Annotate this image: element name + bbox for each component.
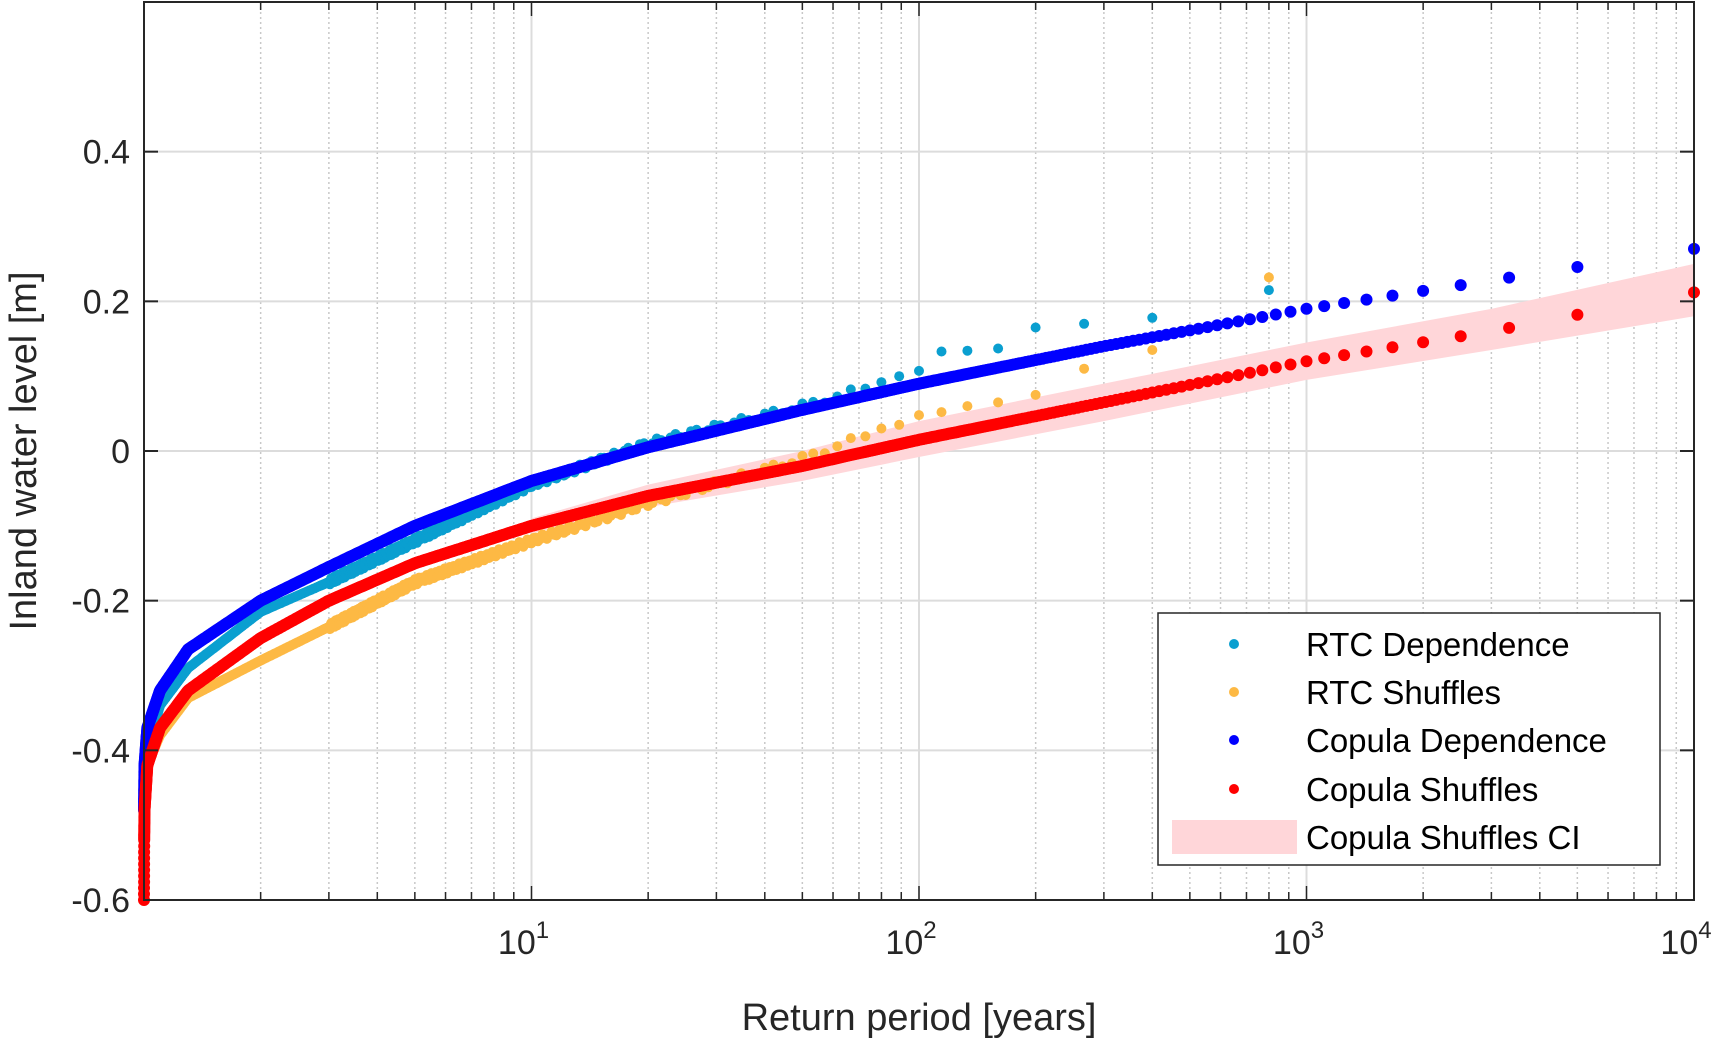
data-point	[894, 371, 905, 382]
data-point	[797, 450, 808, 461]
data-point	[1338, 297, 1351, 309]
data-point	[1079, 318, 1090, 329]
data-point	[993, 343, 1004, 354]
x-tick-base: 10	[1660, 924, 1698, 962]
x-tick-base: 10	[498, 924, 536, 962]
data-point	[1269, 361, 1282, 374]
data-point	[1386, 289, 1399, 302]
legend-marker-copula-shuffles	[1229, 784, 1239, 794]
data-point	[1211, 319, 1224, 332]
x-tick-label: 103	[1273, 917, 1324, 962]
data-point	[1454, 330, 1467, 343]
data-point	[1360, 345, 1373, 358]
data-point	[1454, 279, 1467, 292]
y-tick-label: 0.2	[83, 283, 130, 321]
data-point	[1284, 358, 1297, 371]
x-tick-label: 102	[885, 917, 936, 962]
data-point	[1284, 305, 1297, 318]
legend-label-copula-shuffles-ci: Copula Shuffles CI	[1306, 819, 1581, 856]
data-point	[1201, 375, 1214, 388]
data-point	[1232, 315, 1245, 328]
data-point	[1571, 308, 1584, 321]
legend-label-rtc-shuffles: RTC Shuffles	[1306, 674, 1501, 711]
data-point	[1571, 261, 1584, 273]
data-point	[1263, 272, 1274, 283]
data-point	[962, 345, 973, 356]
data-point	[936, 407, 947, 418]
series-rtc-shuffles	[139, 272, 1274, 831]
data-point	[1030, 389, 1041, 400]
legend-label-copula-dependence: Copula Dependence	[1306, 722, 1607, 759]
data-point	[1147, 312, 1158, 323]
legend-marker-copula-dependence	[1229, 735, 1239, 745]
data-point	[1201, 321, 1214, 334]
data-point	[914, 365, 924, 376]
x-tick-base: 10	[885, 924, 923, 962]
data-point	[860, 431, 871, 442]
data-point	[1503, 271, 1516, 284]
series-copula-shuffles	[138, 286, 1700, 906]
y-tick-label: 0.4	[83, 134, 130, 172]
x-axis-label: Return period [years]	[742, 997, 1097, 1039]
x-tick-exponent: 2	[923, 917, 936, 944]
x-tick-exponent: 3	[1311, 917, 1324, 944]
data-point	[1192, 377, 1205, 390]
data-point	[936, 346, 947, 357]
y-tick-label: 0	[111, 433, 130, 471]
data-point	[914, 410, 924, 421]
data-point	[993, 397, 1004, 408]
data-point	[1211, 373, 1224, 386]
data-point	[1221, 371, 1234, 384]
data-point	[845, 384, 856, 395]
data-point	[876, 423, 887, 434]
x-tick-label: 101	[498, 917, 549, 962]
data-point	[1417, 336, 1430, 349]
data-point	[1079, 363, 1090, 374]
data-point	[876, 377, 887, 388]
x-tick-label: 104	[1660, 917, 1711, 962]
data-point	[1269, 308, 1282, 321]
data-point	[1147, 345, 1158, 355]
data-point	[1243, 313, 1256, 326]
x-tick-base: 10	[1273, 924, 1311, 962]
data-point	[832, 441, 843, 452]
legend-marker-rtc-shuffles	[1229, 687, 1239, 697]
legend-patch-copula-shuffles-ci	[1172, 820, 1297, 854]
y-tick-label: -0.6	[71, 882, 130, 920]
data-point	[962, 401, 973, 412]
data-point	[1243, 366, 1256, 379]
data-point	[1232, 369, 1245, 382]
y-tick-label: -0.2	[71, 583, 130, 621]
data-point	[894, 419, 905, 430]
legend-label-rtc-dependence: RTC Dependence	[1306, 626, 1570, 663]
x-tick-exponent: 4	[1698, 917, 1711, 944]
legend: RTC Dependence RTC Shuffles Copula Depen…	[1157, 612, 1661, 866]
data-point	[1263, 285, 1274, 296]
data-point	[1386, 341, 1399, 354]
data-point	[808, 448, 819, 459]
data-point	[1192, 322, 1205, 335]
data-point	[1300, 302, 1313, 315]
data-point	[1256, 364, 1269, 377]
data-point	[1318, 352, 1331, 365]
data-point	[1300, 355, 1313, 368]
data-point	[1417, 284, 1430, 297]
legend-label-copula-shuffles: Copula Shuffles	[1306, 771, 1538, 808]
data-point	[1256, 311, 1269, 323]
data-point	[845, 433, 856, 444]
data-points-layer	[138, 242, 1700, 906]
data-point	[1503, 321, 1516, 334]
data-point	[1338, 349, 1351, 362]
x-tick-exponent: 1	[536, 917, 549, 944]
data-point	[1030, 322, 1041, 333]
data-point	[1221, 317, 1234, 330]
data-point	[1360, 293, 1373, 306]
legend-marker-rtc-dependence	[1229, 639, 1239, 649]
y-tick-label: -0.4	[71, 732, 130, 770]
y-axis-label: Inland water level [m]	[3, 271, 45, 630]
data-point	[1318, 300, 1331, 313]
